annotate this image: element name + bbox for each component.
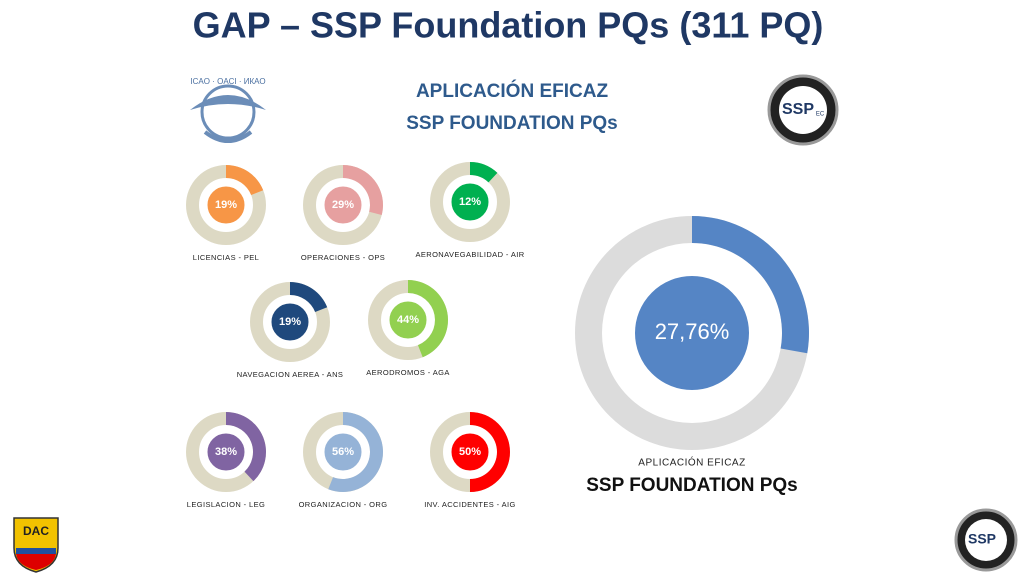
slide-title: GAP – SSP Foundation PQs (311 PQ) [193, 5, 824, 46]
donut-arc [408, 280, 449, 358]
value-label: 38% [215, 446, 237, 458]
ssp-logo: SSP EC [767, 74, 839, 146]
donut-arc [470, 412, 510, 492]
donut-arc [343, 165, 383, 215]
donut-center [206, 185, 246, 225]
chart-title: INV. ACCIDENTES - AIG [424, 500, 515, 509]
header-line1: APLICACIÓN EFICAZ [416, 80, 609, 102]
chart-subtitle: APLICACIÓN EFICAZ [638, 456, 745, 469]
chart-title: SSP FOUNDATION PQs [586, 475, 798, 496]
donut-center [270, 302, 310, 342]
donut-arc [226, 165, 264, 196]
value-label: 56% [332, 446, 354, 458]
donut-arc [470, 162, 498, 183]
ssp-text: SSP [968, 531, 996, 547]
value-label: 19% [215, 199, 237, 211]
donut-center [323, 432, 363, 472]
donut-center [323, 185, 363, 225]
value-label: 19% [279, 316, 301, 328]
donut-center [450, 432, 490, 472]
donut-center [450, 182, 490, 222]
donut-center [206, 432, 246, 472]
chart-title: AERODROMOS - AGA [366, 368, 450, 377]
icao-text: ICAO · OACI · ИКАО [190, 77, 265, 86]
donut-center [633, 274, 751, 392]
value-label: 29% [332, 199, 354, 211]
donut-arc [290, 282, 328, 313]
icao-logo: ICAO · OACI · ИКАО [190, 77, 266, 143]
donut-arc [226, 412, 266, 482]
ssp-logo-small: SSP [954, 508, 1018, 572]
ssp-suffix: EC [816, 112, 825, 118]
chart-title: OPERACIONES - OPS [301, 253, 385, 262]
header-line2: SSP FOUNDATION PQs [406, 113, 618, 134]
chart-title: NAVEGACION AEREA - ANS [237, 370, 344, 379]
donut-arc [692, 216, 809, 354]
dac-logo: DAC [13, 517, 59, 573]
value-label: 12% [459, 196, 481, 208]
value-label: 50% [459, 446, 481, 458]
donut-arc [328, 412, 383, 492]
chart-title: LICENCIAS - PEL [193, 253, 259, 262]
value-label: 44% [397, 314, 419, 326]
donut-center [388, 300, 428, 340]
value-label: 27,76% [655, 319, 730, 344]
chart-title: ORGANIZACION - ORG [299, 500, 388, 509]
chart-title: AERONAVEGABILIDAD - AIR [415, 250, 524, 259]
dac-text: DAC [23, 524, 49, 538]
chart-title: LEGISLACION - LEG [187, 500, 266, 509]
ssp-text: SSP [782, 101, 814, 118]
